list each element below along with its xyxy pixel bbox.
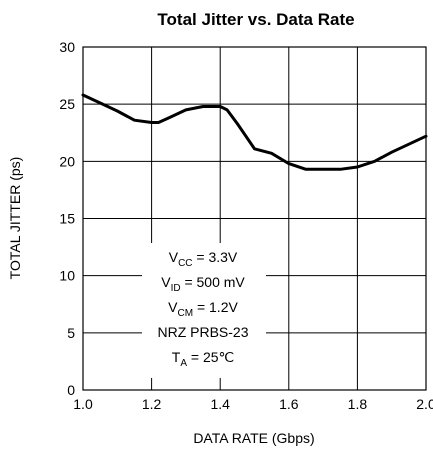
conditions-annotation: VCC = 3.3V VID = 500 mV VCM = 1.2V NRZ PRBS… (142, 243, 266, 378)
series-layer (81, 93, 428, 171)
x-tick-labels: 1.0 1.2 1.4 1.6 1.8 2.0 (73, 396, 433, 412)
x-tick-label: 1.6 (279, 396, 299, 412)
x-tick-label: 2.0 (416, 396, 433, 412)
x-tick-label: 1.8 (348, 396, 368, 412)
y-tick-labels: 0 5 10 15 20 25 30 (59, 39, 75, 398)
y-tick-label: 25 (59, 96, 75, 112)
y-tick-label: 20 (59, 153, 75, 169)
x-tick-label: 1.4 (210, 396, 230, 412)
annotation-line: VID = 500 mV (161, 274, 245, 294)
y-axis-label: TOTAL JITTER (ps) (7, 157, 23, 280)
annotation-line: NRZ PRBS-23 (157, 324, 248, 340)
y-tick-label: 15 (59, 211, 75, 227)
y-tick-label: 0 (67, 382, 75, 398)
annotation-line: VCC = 3.3V (169, 249, 238, 269)
x-tick-label: 1.0 (73, 396, 93, 412)
x-tick-label: 1.2 (142, 396, 162, 412)
series-line (81, 93, 428, 171)
y-tick-label: 30 (59, 39, 75, 55)
y-tick-label: 5 (67, 325, 75, 341)
annotation-line: VCM = 1.2V (168, 299, 238, 319)
chart-title: Total Jitter vs. Data Rate (157, 10, 354, 29)
y-tick-label: 10 (59, 268, 75, 284)
annotation-line: TA = 25℃ (172, 349, 234, 369)
x-axis-label: DATA RATE (Gbps) (193, 430, 314, 446)
plot-frame (82, 46, 427, 391)
annotation-background (142, 243, 266, 378)
